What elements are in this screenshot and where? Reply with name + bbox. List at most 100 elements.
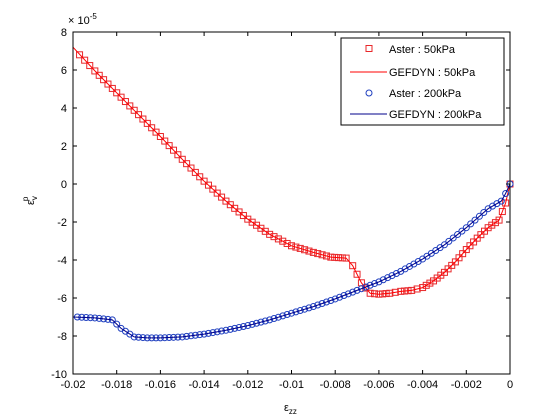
x-tick-label: -0.002 — [451, 379, 482, 391]
data-point — [248, 320, 256, 328]
data-point — [86, 62, 94, 70]
x-axis-label: εzz — [284, 402, 297, 416]
legend-label-aster-50: Aster : 50kPa — [389, 44, 456, 56]
data-point — [288, 242, 295, 250]
data-point — [296, 307, 304, 315]
x-tick-label: -0.016 — [145, 379, 176, 391]
data-point — [91, 67, 99, 75]
data-point — [209, 329, 217, 337]
data-point — [349, 288, 357, 296]
data-point — [314, 301, 322, 309]
data-point — [292, 308, 300, 316]
data-point — [187, 164, 195, 172]
y-axis-label-subscript: v — [30, 196, 39, 200]
y-tick-label: -10 — [51, 369, 67, 381]
y-tick-label: 2 — [61, 141, 67, 153]
y-tick-label: 8 — [61, 27, 67, 39]
data-point — [353, 286, 361, 294]
data-point — [257, 318, 265, 326]
y-multiplier-exponent: -5 — [90, 12, 98, 21]
data-point — [81, 56, 89, 64]
data-point — [121, 98, 129, 106]
data-point — [196, 173, 204, 181]
data-point — [165, 142, 173, 150]
data-point — [113, 320, 121, 328]
y-tick-label: -4 — [57, 255, 67, 267]
data-point — [178, 155, 186, 163]
x-tick-label: -0.02 — [60, 379, 85, 391]
data-point — [139, 115, 147, 123]
data-point — [305, 304, 313, 312]
data-point — [266, 316, 274, 324]
data-point — [422, 281, 430, 289]
data-point — [126, 102, 134, 110]
data-point — [455, 254, 463, 262]
data-point — [135, 111, 143, 119]
data-point — [462, 246, 470, 254]
data-point — [375, 278, 383, 286]
legend-label-aster-200: Aster : 200kPa — [389, 88, 462, 100]
data-point — [309, 303, 317, 311]
data-point — [143, 119, 151, 127]
data-point — [322, 298, 330, 306]
data-point — [384, 274, 392, 282]
y-axis-label: εvp — [21, 196, 39, 205]
y-tick-label: 6 — [61, 65, 67, 77]
x-tick-label: -0.006 — [363, 379, 394, 391]
data-point — [270, 315, 278, 323]
data-point — [218, 193, 226, 201]
data-point — [305, 247, 313, 255]
data-point — [498, 208, 506, 216]
data-point — [244, 322, 252, 330]
data-point — [336, 293, 344, 301]
data-point — [470, 238, 478, 246]
data-point — [76, 51, 84, 59]
data-point — [209, 185, 217, 193]
data-point — [467, 220, 475, 228]
data-point — [471, 216, 479, 224]
data-point — [239, 323, 247, 330]
x-tick-label: -0.012 — [232, 379, 263, 391]
data-point — [213, 328, 221, 336]
data-point — [279, 312, 287, 320]
data-point — [357, 285, 365, 293]
data-point — [222, 326, 230, 334]
data-point — [270, 233, 278, 241]
data-point — [366, 281, 374, 289]
data-point — [283, 311, 291, 319]
data-point — [292, 243, 300, 251]
data-point — [349, 262, 357, 270]
data-point — [261, 317, 269, 325]
data-point — [497, 197, 505, 205]
x-axis-label-subscript: zz — [289, 407, 297, 416]
data-point — [213, 189, 221, 197]
legend-label-gefdyn-200: GEFDYN : 200kPa — [389, 109, 482, 121]
y-tick-label: -8 — [57, 331, 67, 343]
data-point — [274, 313, 282, 321]
data-point — [95, 71, 103, 79]
data-point — [170, 146, 178, 154]
data-point — [204, 181, 212, 189]
data-point — [226, 325, 234, 333]
data-point — [152, 128, 160, 136]
ticks-layer: -0.02 -0.018 -0.016 -0.014 -0.012 -0.01 -0.008… — [51, 27, 513, 391]
data-point — [183, 160, 191, 168]
data-point — [309, 248, 317, 256]
data-point — [327, 296, 335, 304]
legend-marker-aster-200 — [365, 89, 373, 97]
x-tick-label: 0 — [507, 379, 513, 391]
series-line-1 — [72, 46, 511, 295]
data-point — [174, 151, 182, 159]
data-point — [113, 89, 121, 97]
data-point — [130, 106, 138, 114]
data-point — [100, 76, 108, 84]
data-point — [362, 283, 370, 291]
data-point — [279, 237, 287, 245]
data-point — [379, 276, 387, 284]
data-point — [318, 300, 326, 308]
data-point — [480, 209, 488, 216]
data-point — [419, 284, 427, 292]
data-point — [502, 199, 510, 207]
y-axis-label-superscript: p — [21, 196, 30, 201]
